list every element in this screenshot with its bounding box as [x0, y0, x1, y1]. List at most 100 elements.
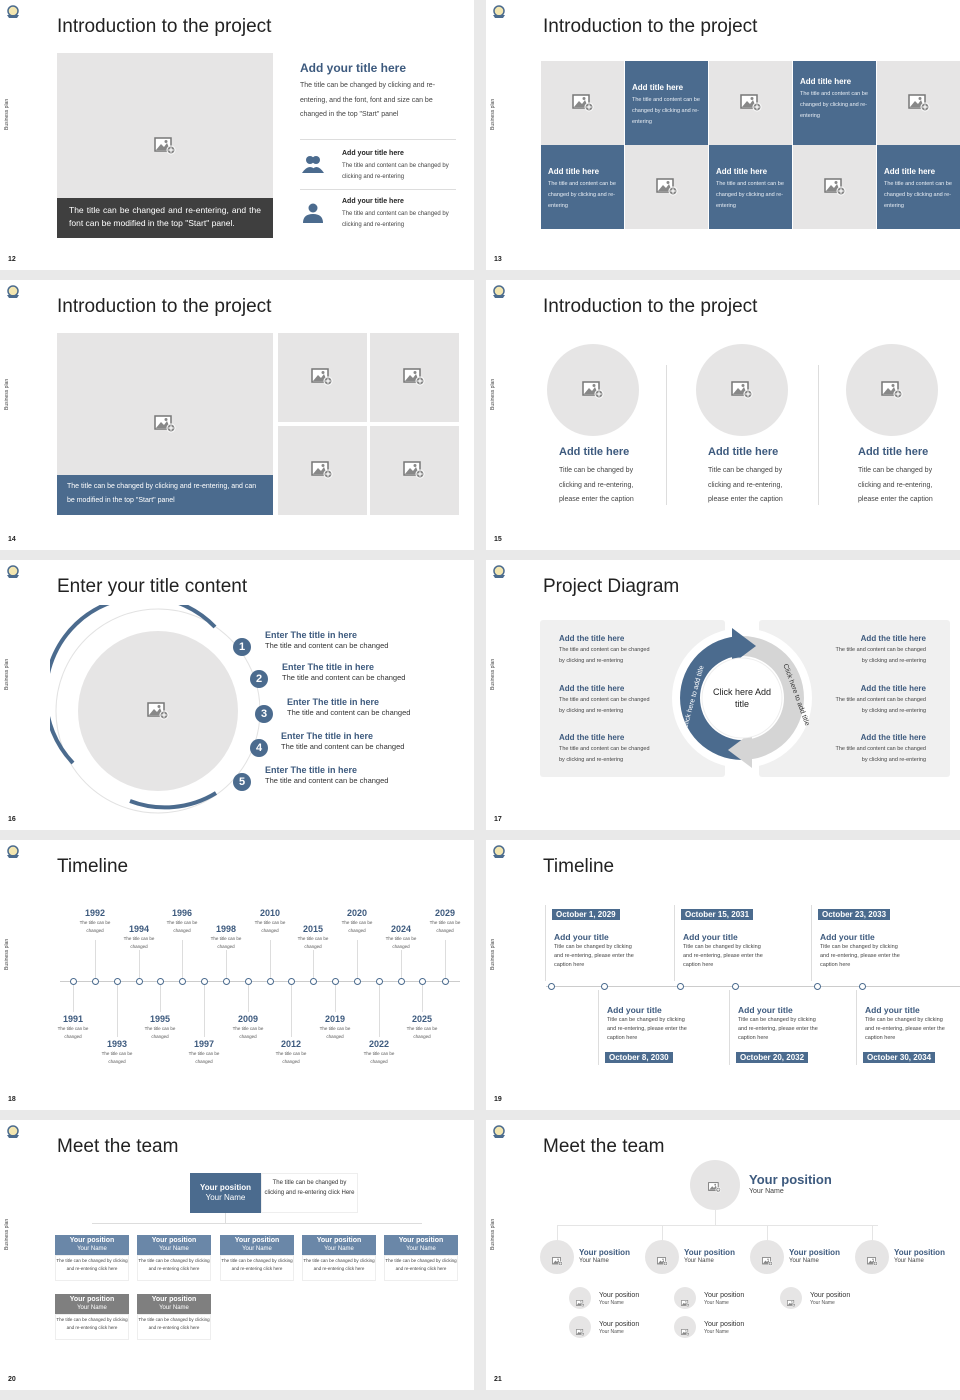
year-label[interactable]: 2020 [346, 908, 368, 918]
image-placeholder-icon[interactable] [154, 137, 176, 155]
year-label[interactable]: 2029 [434, 908, 456, 918]
tile-title[interactable]: Add title here [800, 77, 852, 86]
timeline-node[interactable] [732, 983, 739, 990]
year-label[interactable]: 1991 [62, 1014, 84, 1024]
image-placeholder-icon[interactable] [740, 94, 762, 112]
date-badge[interactable]: October 23, 2033 [818, 909, 891, 920]
image-placeholder-icon[interactable] [908, 94, 930, 112]
image-circle[interactable] [674, 1287, 696, 1309]
image-placeholder-icon[interactable] [311, 461, 333, 479]
slide-15[interactable]: Business plan Introduction to the project… [486, 280, 960, 550]
year-label[interactable]: 1997 [193, 1039, 215, 1049]
cycle-diagram[interactable] [672, 628, 812, 768]
image-placeholder-icon[interactable] [761, 1253, 773, 1266]
timeline-node[interactable] [310, 978, 317, 985]
text-tile[interactable]: Add title here The title and content can … [709, 145, 792, 229]
image-placeholder-icon[interactable] [656, 178, 678, 196]
image-placeholder-icon[interactable] [786, 1294, 796, 1308]
image-placeholder-icon[interactable] [708, 1180, 722, 1193]
timeline-node[interactable] [136, 978, 143, 985]
timeline-node[interactable] [601, 983, 608, 990]
heading[interactable]: Add your title here [300, 61, 407, 75]
item-title[interactable]: Add the title here [559, 733, 625, 742]
year-label[interactable]: 2015 [302, 924, 324, 934]
position[interactable]: Your position [749, 1172, 832, 1187]
item-title[interactable]: Add the title here [559, 634, 625, 643]
image-caption[interactable]: The title can be changed by clicking and… [57, 475, 273, 515]
timeline-node[interactable] [332, 978, 339, 985]
text-tile[interactable]: Add title here The title and content can … [793, 61, 876, 145]
member-box[interactable]: Your position Your Name [137, 1235, 211, 1255]
position[interactable]: Your position [599, 1292, 640, 1299]
image-placeholder-icon[interactable] [572, 94, 594, 112]
tile-title[interactable]: Add title here [716, 167, 768, 176]
column-title[interactable]: Add title here [858, 446, 929, 458]
item-title[interactable]: Enter The title in here [265, 630, 358, 640]
member-box[interactable]: Your position Your Name [384, 1235, 458, 1255]
top-position-box[interactable]: Your position Your Name [190, 1173, 261, 1213]
image-circle[interactable] [569, 1287, 591, 1309]
column-title[interactable]: Add title here [559, 446, 630, 458]
slide-20[interactable]: Business plan Meet the team 20 Your positio… [0, 1120, 474, 1390]
timeline-node[interactable] [859, 983, 866, 990]
image-placeholder-icon[interactable] [575, 1294, 585, 1308]
image-placeholder-icon[interactable] [551, 1253, 563, 1266]
timeline-node[interactable] [267, 978, 274, 985]
date-badge[interactable]: October 8, 2030 [605, 1052, 673, 1063]
image-placeholder-icon[interactable] [680, 1323, 690, 1337]
image-placeholder[interactable] [57, 53, 273, 198]
timeline-node[interactable] [419, 978, 426, 985]
slide-21[interactable]: Business plan Meet the team 21 Your positio… [486, 1120, 960, 1390]
image-placeholder-icon[interactable] [824, 178, 846, 196]
position[interactable]: Your position [704, 1321, 745, 1328]
member-box[interactable]: Your position Your Name [55, 1235, 129, 1255]
image-placeholder-icon[interactable] [881, 381, 903, 399]
image-placeholder-icon[interactable] [147, 702, 169, 720]
column-title[interactable]: Add title here [708, 446, 779, 458]
member-box[interactable]: Your position Your Name [220, 1235, 294, 1255]
year-label[interactable]: 1996 [171, 908, 193, 918]
image-placeholder-icon[interactable] [403, 368, 425, 386]
tile-title[interactable]: Add title here [632, 83, 684, 92]
year-label[interactable]: 2009 [237, 1014, 259, 1024]
item-title[interactable]: Enter The title in here [265, 765, 358, 775]
image-placeholder-icon[interactable] [866, 1253, 878, 1266]
image-circle[interactable] [780, 1287, 802, 1309]
text-tile[interactable]: Add title here The title and content can … [541, 145, 624, 229]
date-badge[interactable]: October 30, 2034 [863, 1052, 936, 1063]
year-label[interactable]: 1994 [128, 924, 150, 934]
text-tile[interactable]: Add title here The title and content can … [625, 61, 708, 145]
timeline-node[interactable] [70, 978, 77, 985]
year-label[interactable]: 2010 [259, 908, 281, 918]
position[interactable]: Your position [599, 1321, 640, 1328]
event-title[interactable]: Add your title [607, 1005, 662, 1015]
sub-member-box[interactable]: Your position Your Name [55, 1294, 129, 1314]
item-title[interactable]: Enter The title in here [287, 697, 380, 707]
timeline-node[interactable] [179, 978, 186, 985]
year-label[interactable]: 1998 [215, 924, 237, 934]
date-badge[interactable]: October 20, 2032 [736, 1052, 809, 1063]
slide-19[interactable]: Business plan Timeline 19 October 1, 2029 Ad… [486, 840, 960, 1110]
position[interactable]: Your position [579, 1248, 630, 1257]
year-label[interactable]: 1992 [84, 908, 106, 918]
timeline-node[interactable] [548, 983, 555, 990]
year-label[interactable]: 1995 [149, 1014, 171, 1024]
timeline-node[interactable] [201, 978, 208, 985]
timeline-node[interactable] [354, 978, 361, 985]
timeline-node[interactable] [376, 978, 383, 985]
body-text[interactable]: The title can be changed by clicking and… [300, 82, 436, 118]
timeline-node[interactable] [677, 983, 684, 990]
timeline-node[interactable] [288, 978, 295, 985]
slide-13[interactable]: Business plan Introduction to the project… [486, 0, 960, 270]
image-placeholder-icon[interactable] [311, 368, 333, 386]
image-placeholder-icon[interactable] [575, 1323, 585, 1337]
timeline-node[interactable] [245, 978, 252, 985]
position[interactable]: Your position [810, 1292, 851, 1299]
timeline-node[interactable] [398, 978, 405, 985]
image-placeholder-icon[interactable] [403, 461, 425, 479]
slide-17[interactable]: Business plan Project Diagram 17 Click here… [486, 560, 960, 830]
event-title[interactable]: Add your title [865, 1005, 920, 1015]
timeline-node[interactable] [114, 978, 121, 985]
year-label[interactable]: 1993 [106, 1039, 128, 1049]
item-title[interactable]: Add your title here [342, 198, 404, 205]
